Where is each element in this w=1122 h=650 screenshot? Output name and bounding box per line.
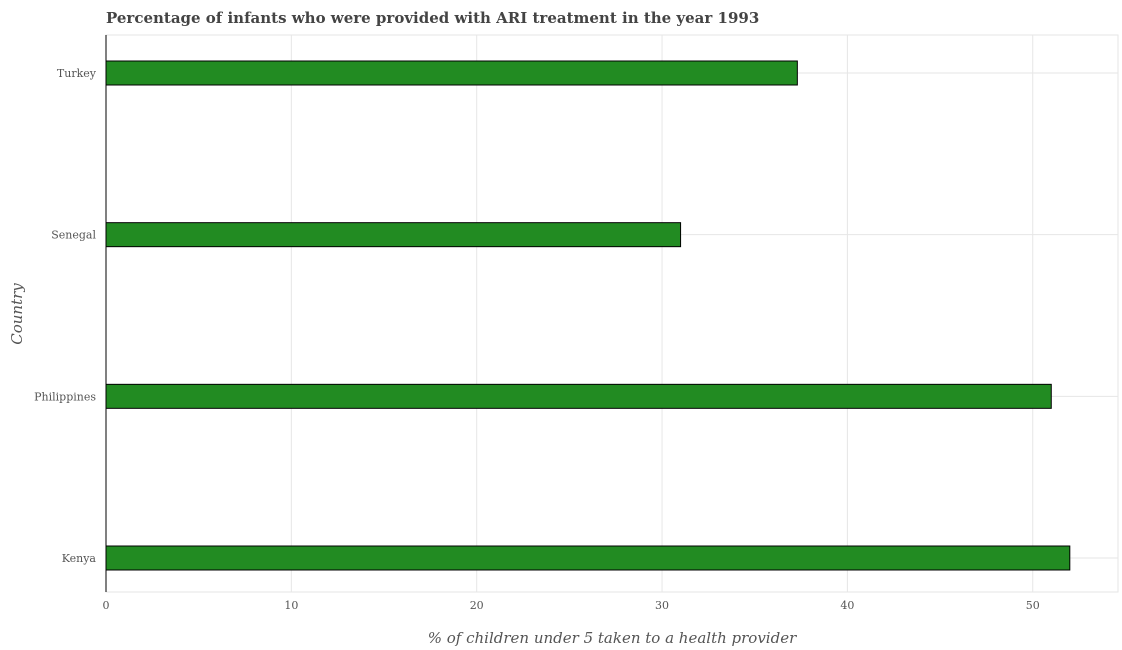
y-tick-label: Philippines [34, 390, 96, 403]
x-tick-label: 30 [655, 599, 669, 612]
y-axis-label: Country [8, 283, 26, 345]
y-tick-labels: Kenya Philippines Senegal Turkey [34, 67, 97, 565]
bars [105, 60, 1071, 571]
bar-kenya [105, 545, 1071, 571]
chart-title: Percentage of infants who were provided … [106, 9, 759, 27]
y-tick-label: Kenya [62, 552, 97, 565]
x-tick-labels: 0 10 20 30 40 50 [103, 599, 1040, 612]
x-tick-label: 50 [1026, 599, 1040, 612]
x-axis-label: % of children under 5 taken to a health … [428, 629, 797, 647]
bar-philippines [105, 383, 1052, 409]
y-tick-label: Senegal [51, 229, 96, 242]
bar-turkey [105, 60, 798, 86]
y-tick-label: Turkey [57, 67, 97, 80]
x-tick-label: 20 [470, 599, 484, 612]
grid-lines [105, 34, 1119, 593]
bar-senegal [105, 222, 682, 248]
plot-frame [105, 34, 1119, 593]
x-tick-label: 40 [840, 599, 854, 612]
x-tick-label: 10 [284, 599, 298, 612]
x-tick-label: 0 [103, 599, 110, 612]
